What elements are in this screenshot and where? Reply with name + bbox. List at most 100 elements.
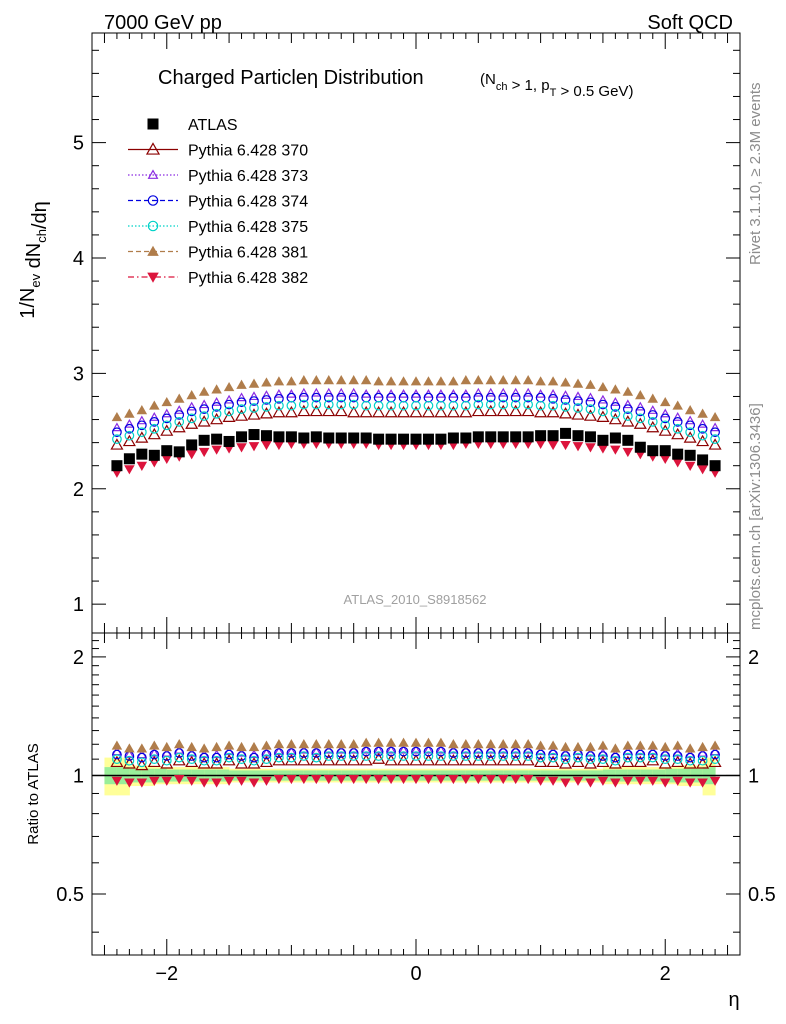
ratio-point: [597, 776, 609, 786]
data-point: [348, 432, 360, 444]
rivet-label: Rivet 3.1.10, ≥ 2.3M events: [747, 83, 764, 266]
legend-entry: Pythia 6.428 382: [128, 270, 308, 287]
data-point: [273, 388, 284, 398]
ratio-point: [535, 752, 546, 763]
ratio-point: [573, 752, 583, 763]
data-point: [360, 375, 372, 385]
data-point: [485, 387, 496, 397]
ratio-y-tick-label-right: 2: [748, 647, 759, 669]
ratio-point: [571, 755, 585, 768]
ratio-point: [261, 776, 272, 786]
data-point: [635, 413, 646, 424]
data-point: [261, 395, 272, 405]
data-point: [298, 432, 310, 444]
ratio-point: [298, 739, 310, 749]
data-point: [671, 427, 685, 440]
data-point: [659, 445, 671, 457]
data-point: [111, 422, 122, 432]
data-point: [510, 375, 521, 385]
data-point: [248, 429, 260, 441]
data-point: [596, 410, 610, 422]
ratio-point: [135, 758, 149, 771]
ratio-point: [361, 744, 372, 754]
data-point: [397, 405, 411, 418]
data-point: [298, 375, 310, 385]
data-point: [672, 448, 684, 460]
legend-entry: Pythia 6.428 370: [128, 142, 308, 160]
legend-entry: ATLAS: [147, 117, 238, 134]
data-point: [174, 416, 185, 427]
ratio-point: [535, 749, 546, 760]
ratio-point: [473, 739, 484, 749]
data-point: [124, 430, 135, 441]
ratio-point: [161, 776, 173, 786]
data-point: [546, 405, 560, 418]
data-point: [572, 442, 584, 452]
data-point: [610, 384, 621, 394]
ratio-point: [261, 754, 272, 765]
ratio-point: [621, 755, 635, 768]
data-point: [498, 392, 509, 403]
data-point: [198, 447, 210, 458]
legend-entry: Pythia 6.428 375: [128, 219, 308, 236]
data-point: [311, 392, 322, 403]
ratio-point: [398, 737, 409, 747]
data-point: [708, 438, 722, 450]
legend-label: ATLAS: [188, 117, 238, 134]
data-point: [260, 430, 272, 442]
ratio-point: [485, 751, 496, 761]
data-point: [323, 399, 334, 410]
data-point: [572, 391, 584, 401]
data-point: [149, 400, 160, 410]
ratio-point: [585, 778, 596, 788]
ratio-point: [498, 751, 509, 761]
data-point: [198, 434, 210, 446]
ratio-point: [323, 751, 334, 761]
data-point: [348, 399, 359, 410]
data-point: [136, 448, 148, 460]
data-point: [211, 408, 222, 419]
ratio-point: [572, 741, 584, 752]
data-point: [373, 433, 385, 445]
ratio-plot-area: [92, 737, 740, 796]
data-point: [622, 411, 633, 421]
ratio-point: [161, 751, 172, 761]
ratio-point: [485, 774, 497, 785]
data-point: [683, 431, 697, 443]
data-point: [447, 432, 459, 444]
data-point: [598, 399, 608, 410]
data-point: [421, 405, 435, 418]
data-point: [112, 427, 122, 438]
ratio-point: [522, 739, 534, 749]
ratio-point: [522, 774, 534, 785]
data-point: [597, 381, 609, 392]
data-point: [361, 400, 372, 411]
data-point: [172, 420, 186, 433]
data-point: [236, 392, 247, 402]
data-point: [460, 400, 471, 411]
data-point: [186, 450, 197, 460]
ratio-point: [174, 752, 185, 763]
data-point: [385, 376, 397, 386]
ratio-point: [647, 752, 658, 763]
ratio-point: [685, 752, 696, 763]
ratio-point: [259, 755, 273, 768]
header-left: 7000 GeV pp: [104, 12, 222, 34]
data-point: [572, 430, 584, 442]
data-point: [336, 392, 347, 403]
data-point: [647, 445, 659, 457]
ratio-point: [373, 751, 384, 761]
main-plot-area: [110, 375, 722, 478]
data-point: [360, 432, 372, 444]
data-point: [272, 405, 286, 418]
data-point: [197, 415, 211, 427]
data-point: [510, 399, 521, 410]
data-point: [697, 465, 708, 475]
ratio-point: [697, 751, 708, 761]
data-point: [684, 449, 696, 461]
main-subtitle: (Nch > 1, pT > 0.5 GeV): [480, 71, 633, 100]
data-point: [585, 404, 596, 415]
ratio-y-tick-label-left: 1: [73, 765, 84, 787]
ratio-point: [323, 739, 335, 749]
data-point: [261, 390, 272, 399]
